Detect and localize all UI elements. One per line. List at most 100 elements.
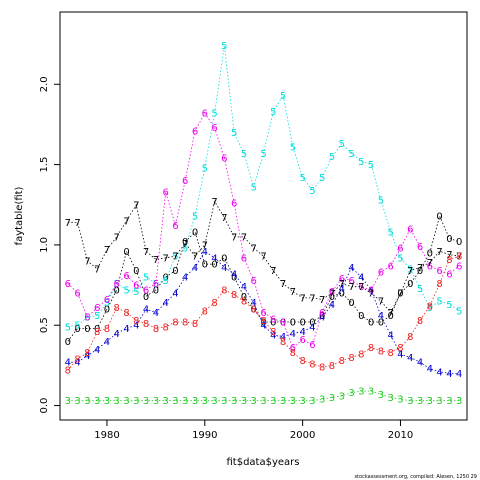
data-point: 0 — [251, 305, 257, 316]
data-point: 7 — [260, 252, 266, 263]
data-point: 0 — [388, 311, 394, 322]
data-point: 3 — [65, 396, 71, 407]
data-point: 6 — [182, 176, 188, 187]
data-point: 3 — [270, 396, 276, 407]
data-point: 0 — [290, 318, 296, 329]
data-point: 4 — [378, 311, 384, 322]
series-line — [67, 45, 460, 328]
data-point: 8 — [378, 346, 384, 357]
data-point: 8 — [339, 356, 345, 367]
data-point: 3 — [94, 396, 100, 407]
data-point: 0 — [94, 324, 100, 335]
data-point: 8 — [241, 297, 247, 308]
data-point: 4 — [153, 308, 159, 319]
data-point: 6 — [368, 285, 374, 296]
data-point: 5 — [397, 253, 403, 264]
data-point: 3 — [339, 391, 345, 402]
data-point: 0 — [202, 260, 208, 271]
data-point: 8 — [153, 324, 159, 335]
data-point: 3 — [348, 388, 354, 399]
data-point: 6 — [270, 314, 276, 325]
data-point: 8 — [388, 348, 394, 359]
data-point: 0 — [348, 298, 354, 309]
data-point: 6 — [299, 335, 305, 346]
data-point: 3 — [456, 396, 462, 407]
data-point: 7 — [436, 247, 442, 258]
data-point: 4 — [397, 350, 403, 361]
data-point: 8 — [348, 353, 354, 364]
data-point: 8 — [202, 306, 208, 317]
data-point: 4 — [133, 321, 139, 332]
x-axis: 1980 1990 2000 2010 — [94, 420, 413, 441]
data-point: 3 — [84, 396, 90, 407]
data-point: 7 — [339, 279, 345, 290]
data-point: 4 — [172, 289, 178, 300]
data-point: 4 — [456, 369, 462, 380]
data-point: 0 — [270, 318, 276, 329]
data-point: 6 — [94, 303, 100, 314]
data-point: 5 — [339, 139, 345, 150]
data-point: 3 — [211, 396, 217, 407]
data-point: 6 — [280, 318, 286, 329]
data-point: 6 — [104, 295, 110, 306]
data-point: 3 — [309, 396, 315, 407]
data-point: 0 — [358, 311, 364, 322]
data-point: 3 — [260, 396, 266, 407]
data-point: 7 — [133, 200, 139, 211]
data-point: 3 — [407, 396, 413, 407]
data-point: 6 — [358, 282, 364, 293]
data-point: 3 — [280, 396, 286, 407]
data-point: 6 — [192, 126, 198, 137]
data-point: 7 — [192, 252, 198, 263]
data-point: 5 — [65, 322, 71, 333]
data-point: 5 — [74, 321, 80, 332]
data-point: 0 — [153, 285, 159, 296]
data-point: 6 — [241, 253, 247, 264]
data-point: 6 — [231, 199, 237, 210]
data-point: 0 — [231, 273, 237, 284]
data-point: 7 — [319, 295, 325, 306]
data-point: 6 — [397, 244, 403, 255]
data-point: 5 — [172, 252, 178, 263]
data-point: 8 — [427, 301, 433, 312]
data-point: 3 — [143, 396, 149, 407]
data-point: 5 — [182, 244, 188, 255]
y-tick-label: 0.0 — [39, 398, 50, 414]
data-point: 6 — [251, 276, 257, 287]
data-point: 7 — [397, 289, 403, 300]
data-point: 4 — [319, 313, 325, 324]
data-point: 8 — [133, 316, 139, 327]
data-point: 3 — [358, 387, 364, 398]
data-point: 5 — [211, 109, 217, 120]
data-point: 6 — [133, 281, 139, 292]
data-point: 4 — [270, 330, 276, 341]
data-point: 6 — [153, 279, 159, 290]
data-point: 7 — [143, 247, 149, 258]
data-point: 6 — [172, 221, 178, 232]
data-point: 0 — [123, 247, 129, 258]
data-point: 5 — [162, 276, 168, 287]
data-point: 8 — [456, 252, 462, 263]
data-point: 7 — [241, 232, 247, 243]
data-point: 3 — [172, 396, 178, 407]
data-point: 4 — [388, 330, 394, 341]
data-point: 7 — [358, 282, 364, 293]
data-point: 4 — [260, 321, 266, 332]
data-point: 6 — [319, 308, 325, 319]
y-tick-label: 0.5 — [39, 317, 50, 333]
data-point: 3 — [397, 395, 403, 406]
data-point: 3 — [251, 396, 257, 407]
data-point: 6 — [114, 279, 120, 290]
data-point: 6 — [446, 269, 452, 280]
data-point: 0 — [309, 318, 315, 329]
data-point: 4 — [192, 263, 198, 274]
data-point: 5 — [231, 128, 237, 139]
data-point: 4 — [348, 263, 354, 274]
y-tick-label: 1.0 — [39, 237, 50, 253]
data-point: 0 — [182, 237, 188, 248]
